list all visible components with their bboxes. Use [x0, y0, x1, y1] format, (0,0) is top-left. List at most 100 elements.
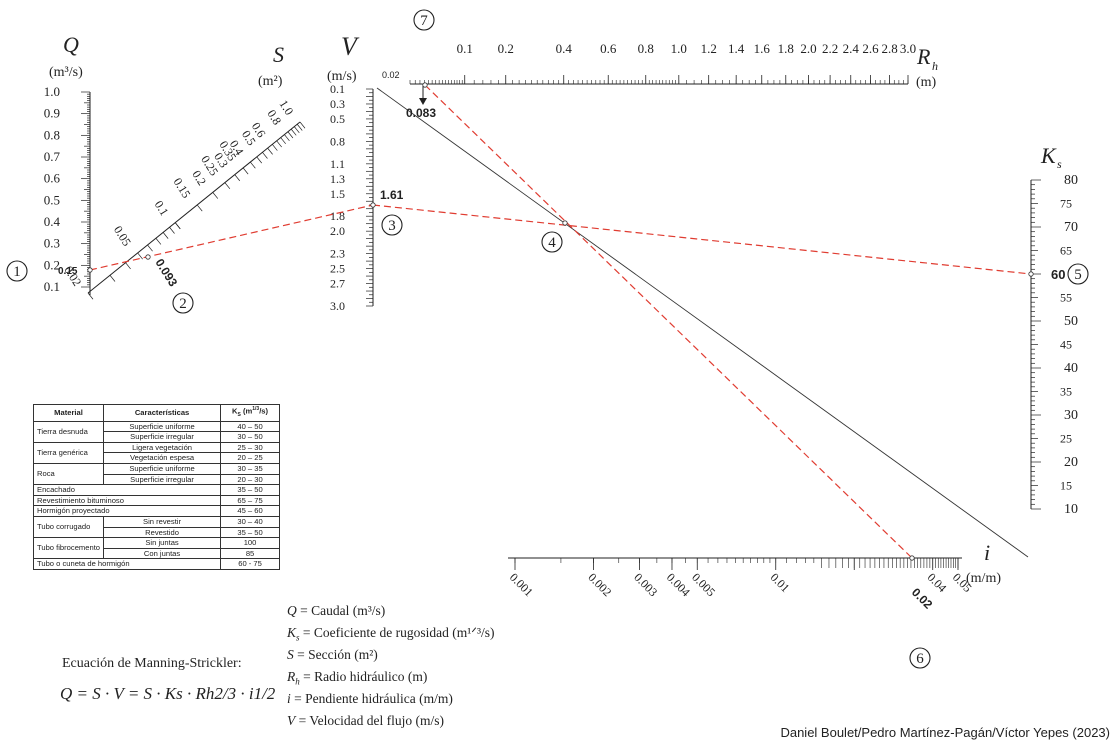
table-row: Revestimiento bituminoso 65 – 75: [32, 494, 281, 507]
rh-axis-tick-label: 1.2: [701, 41, 717, 56]
table-cell-ks: 30 – 40: [220, 516, 281, 528]
table-cell-characteristic: Revestido: [103, 526, 222, 539]
table-cell-characteristic: Superficie uniforme: [103, 420, 222, 433]
table-cell-ks: 25 – 30: [220, 441, 281, 454]
ks-header-base: K: [232, 406, 238, 416]
table-cell-ks: 20 – 30: [220, 473, 281, 486]
table-row: Tierra genérica Ligera vegetación 25 – 30: [32, 441, 281, 465]
rh-axis-tick-label: 0.1: [457, 41, 473, 56]
ks-axis: 80 75 70 65 55 50 45 40 35 30 25 20 15 10: [1030, 173, 1078, 517]
table-cell-material: Roca: [32, 463, 105, 486]
v-axis-tick-label: 2.3: [330, 247, 345, 261]
rh-axis-tick-label: 0.6: [600, 41, 617, 56]
table-cell-characteristic: Vegetación espesa: [103, 452, 222, 464]
q-axis-tick-label: 0.9: [44, 106, 60, 121]
table-cell-material: Tubo fibrocemento: [32, 537, 105, 560]
i-axis-unit: (m/m): [966, 571, 1001, 586]
table-cell-ks: 100: [220, 537, 281, 549]
v-axis-tick-label: 1.5: [330, 187, 345, 201]
table-cell-ks: 65 – 75: [220, 494, 281, 507]
table-cell-ks: 35 – 50: [220, 526, 281, 539]
i-axis-tick-label: 0.004: [664, 570, 693, 599]
table-row: Roca Superficie uniforme 30 – 35: [32, 463, 281, 486]
table-header-characteristics: Características: [103, 404, 222, 422]
q-axis-unit: (m³/s): [49, 65, 83, 80]
v-axis-tick-label: 0.8: [330, 134, 345, 148]
q-axis-tick-label: 0.1: [44, 279, 60, 294]
ks-axis-tick-label: 50: [1064, 314, 1078, 329]
intersection-markers: [87, 82, 1034, 561]
v-axis-tick-label: 3.0: [330, 299, 345, 313]
roughness-table: Material Características KS (m1/3/s) Tie…: [32, 404, 281, 570]
ks-axis-tick-label: 25: [1060, 432, 1072, 446]
s-axis-tick-label: 0.8: [264, 107, 284, 127]
table-cell-ks: 30 – 35: [220, 463, 281, 475]
q-axis-tick-label: 0.4: [44, 214, 61, 229]
axis-titles: Q (m³/s) S (m²) V (m/s) R h (m) K s i (m…: [49, 32, 1062, 586]
marker-rh: [422, 82, 428, 88]
legend-row-i: i = Pendiente hidráulica (m/m): [287, 691, 453, 706]
s-axis-symbol: S: [273, 42, 284, 67]
dashed-line-rh-i: [424, 84, 913, 559]
ks-axis-tick-label: 75: [1060, 197, 1072, 211]
svg-text:7: 7: [420, 13, 428, 29]
rh-value-arrow: [419, 86, 427, 105]
svg-text:K: K: [1040, 143, 1057, 168]
v-axis-tick-label: 0.1: [330, 82, 345, 96]
s-axis-tick-label: 0.3: [211, 150, 231, 170]
svg-text:2: 2: [179, 296, 187, 312]
table-row: Tubo corrugado Sin revestir 30 – 40: [32, 515, 281, 539]
rh-axis-tick-label: 1.6: [754, 41, 771, 56]
s-axis-tick-label: 0.05: [111, 223, 134, 248]
v-axis-tick-label: 2.0: [330, 224, 345, 238]
ks-axis-tick-label: 65: [1060, 244, 1072, 258]
svg-text:6: 6: [916, 651, 924, 667]
credit-line: Daniel Boulet/Pedro Martínez-Pagán/Vícto…: [780, 725, 1110, 740]
v-axis-tick-label: 1.1: [330, 157, 345, 171]
marker-pivot: [562, 220, 568, 226]
ks-axis-tick-label: 45: [1060, 338, 1072, 352]
ks-axis-symbol: K s: [1040, 143, 1062, 171]
step-4-marker: 4: [541, 231, 563, 253]
svg-text:1: 1: [13, 264, 21, 280]
q-axis-tick-label: 0.3: [44, 236, 60, 251]
ks-axis-tick-label: 30: [1064, 408, 1078, 423]
i-axis-tick-label: 0.01: [768, 570, 793, 595]
table-header-material: Material: [32, 404, 105, 422]
ks-axis-tick-label: 70: [1064, 220, 1078, 235]
step-6-marker: 6: [909, 647, 931, 669]
i-value-label: 0.02: [909, 585, 936, 612]
table-cell-characteristic: Con juntas: [103, 547, 222, 560]
s-value-label: 0.093: [152, 256, 180, 289]
table-cell-ks: 35 – 50: [220, 484, 281, 496]
marker-ks: [1028, 271, 1034, 277]
step-markers: 1 2 3 4 5 6 7: [6, 9, 1089, 669]
rh-axis-tick-label: 0.8: [638, 41, 654, 56]
table-body: Tierra desnuda Superficie uniforme 40 – 50…: [32, 420, 281, 570]
table-cell-characteristic: Superficie uniforme: [103, 463, 222, 475]
rh-axis-tick-label: 1.4: [728, 41, 745, 56]
table-cell-ks: 85: [220, 547, 281, 560]
guide-line: [376, 87, 1029, 558]
table-row: Tierra desnuda Superficie uniforme 40 – 50: [32, 420, 281, 443]
v-axis-tick-label: 1.3: [330, 172, 345, 186]
table-cell-characteristic: Superficie irregular: [103, 473, 222, 486]
table-cell-ks: 30 – 50: [220, 431, 281, 443]
table-row: Tubo fibrocemento Sin juntas 100: [32, 537, 281, 560]
s-axis-tick-label: 0.15: [171, 175, 194, 200]
table-cell-ks: 40 – 50: [220, 420, 281, 433]
s-axis-tick-label: 1.0: [277, 97, 297, 117]
rh-axis-tick-label: 2.6: [862, 41, 879, 56]
step-3-marker: 3: [381, 214, 403, 236]
q-axis-tick-label: 0.2: [44, 257, 60, 272]
svg-text:h: h: [932, 59, 938, 73]
dashed-line-v-ks: [372, 204, 1032, 275]
table-row: Vegetación espesa 20 – 25: [34, 452, 281, 464]
q-axis-tick-label: 0.7: [44, 149, 61, 164]
legend-row-q: Q = Caudal (m³/s): [287, 603, 386, 618]
step-2-marker: 2: [172, 292, 194, 314]
i-axis-tick-label: 0.005: [689, 570, 718, 599]
ks-value-label: 60: [1051, 267, 1065, 282]
v-axis-tick-label: 0.3: [330, 97, 345, 111]
